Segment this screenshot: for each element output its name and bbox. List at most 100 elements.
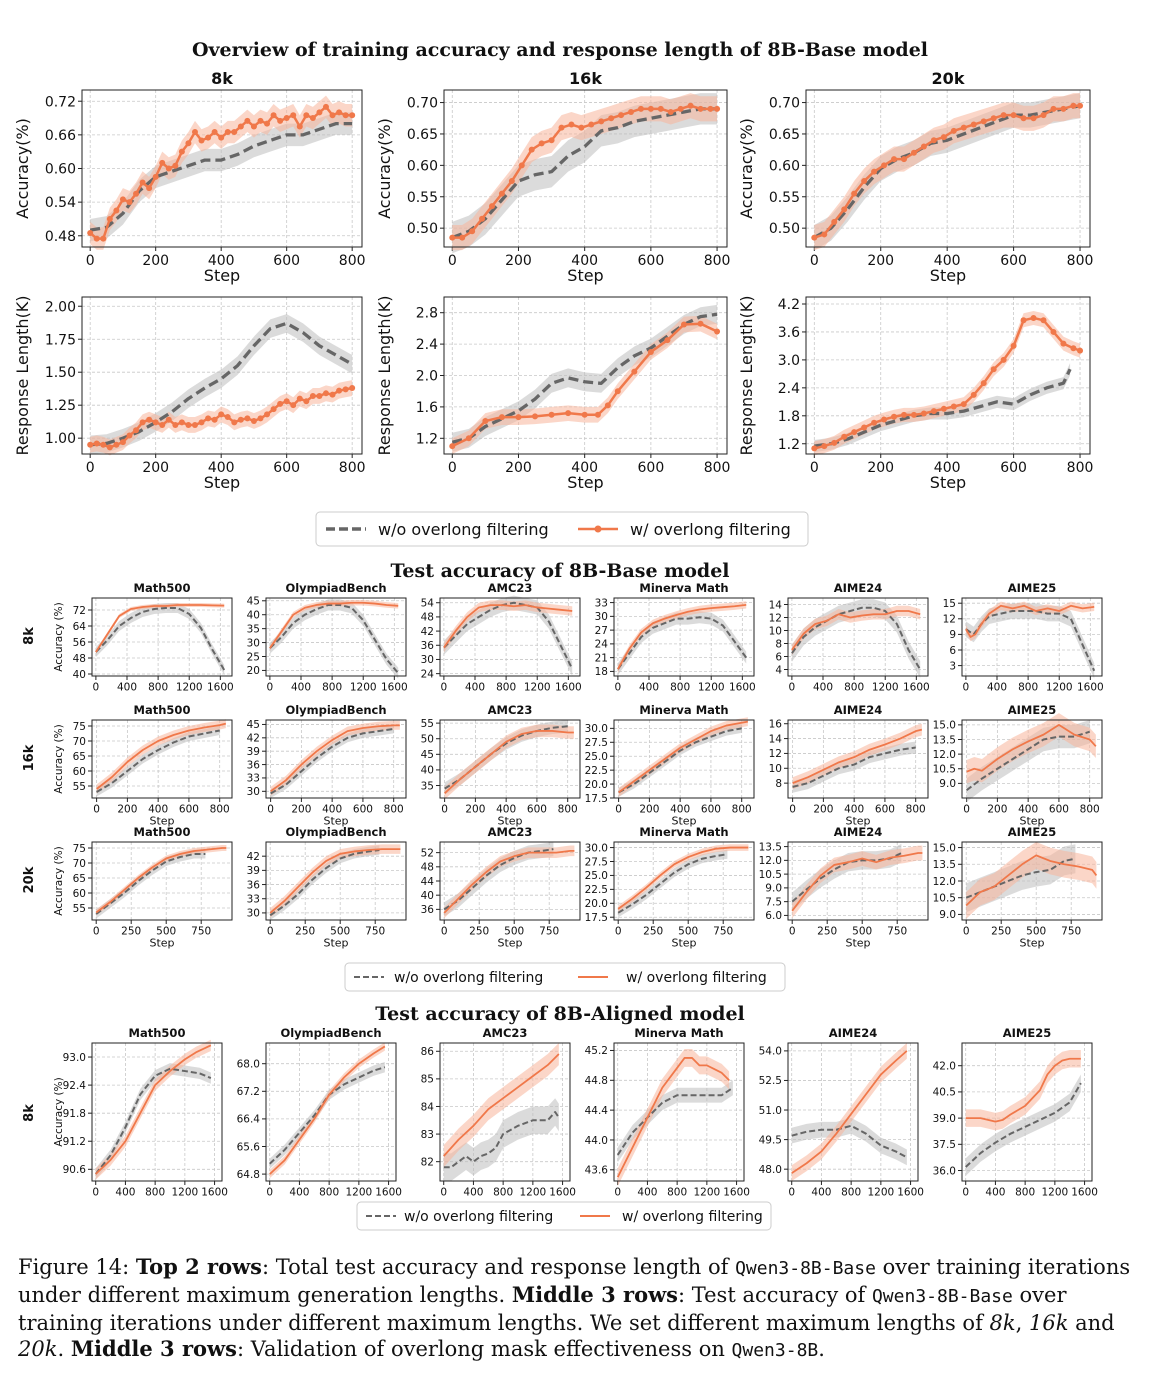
- data-point: [851, 429, 858, 436]
- y-tick-label: 33: [247, 773, 260, 785]
- y-tick-label: 9: [949, 629, 956, 641]
- data-point: [667, 108, 674, 115]
- chart-title: Math500: [129, 1026, 186, 1040]
- y-tick-label: 42.0: [933, 1060, 956, 1072]
- x-tick-label: 0: [615, 804, 622, 816]
- data-point: [198, 419, 205, 426]
- data-point: [900, 411, 907, 418]
- data-point: [588, 121, 595, 128]
- data-point: [697, 105, 704, 112]
- x-tick-label: 1200: [1046, 682, 1073, 694]
- y-tick-label: 2.4: [416, 337, 438, 353]
- data-point: [1050, 328, 1057, 335]
- y-tick-label: 33: [595, 597, 608, 609]
- y-tick-label: 0.55: [769, 190, 800, 206]
- data-point: [349, 385, 356, 392]
- y-tick-label: 90.6: [63, 1164, 87, 1176]
- y-tick-label: 1.6: [416, 400, 438, 416]
- y-tick-label: 44.8: [585, 1075, 608, 1087]
- chart-tr_acc_16k: 0 200 400 600 800 0.50 0.55 0.60 0.65 0.70 16k Step…: [375, 69, 730, 285]
- series-band-1: [792, 845, 923, 919]
- y-tick-label: 91.8: [63, 1108, 86, 1120]
- x-tick-label: 800: [841, 1187, 861, 1199]
- x-tick-label: 750: [713, 926, 733, 938]
- data-point: [970, 391, 977, 398]
- data-point: [664, 337, 671, 344]
- x-tick-label: 1600: [897, 1187, 924, 1199]
- x-tick-label: 800: [384, 804, 404, 816]
- y-axis-label: Accuracy(%): [375, 118, 394, 219]
- y-tick-label: 30.0: [585, 723, 608, 735]
- y-tick-label: 75: [73, 721, 86, 733]
- series-band-0: [270, 724, 394, 798]
- y-tick-label: 16: [769, 718, 783, 730]
- x-axis-label: Step: [149, 815, 174, 828]
- chart-b8_math500: 0 400 800 1200 1600 40 48 56 64 72 Math500 Accuracy…: [53, 581, 234, 694]
- chart-title: AMC23: [483, 1026, 528, 1040]
- x-tick-label: 400: [463, 1187, 483, 1199]
- series-line-with: [618, 720, 749, 794]
- row-label-text: 16k: [22, 744, 37, 771]
- data-point: [469, 228, 476, 235]
- data-point: [205, 415, 212, 422]
- y-tick-label: 3.0: [778, 353, 800, 369]
- y-tick-label: 25.0: [585, 751, 608, 763]
- series-line-without: [444, 725, 568, 790]
- x-tick-label: 800: [844, 682, 864, 694]
- series-line-with: [791, 610, 921, 651]
- data-point: [237, 123, 244, 130]
- x-tick-label: 200: [639, 804, 659, 816]
- plot-area: [614, 842, 754, 920]
- data-point: [1000, 112, 1007, 119]
- x-tick-label: 1600: [1071, 1187, 1098, 1199]
- data-point: [257, 117, 264, 124]
- x-tick-label: 0: [267, 682, 274, 694]
- series-line-without: [791, 1124, 908, 1159]
- caption-model-1: Qwen3-8B-Base: [735, 1258, 876, 1279]
- data-point: [309, 392, 316, 399]
- series-line-with: [965, 604, 1095, 638]
- data-point: [1010, 342, 1017, 349]
- y-tick-label: 52.5: [759, 1075, 782, 1087]
- x-axis-label: Step: [845, 815, 870, 828]
- series-band-0: [269, 1061, 385, 1169]
- series-line-with: [965, 1057, 1081, 1123]
- chart-b16_math500: 0 200 400 600 800 55 60 65 70 75 Math500 Step Accura…: [53, 703, 233, 828]
- y-tick-label: 0.72: [45, 94, 76, 110]
- x-tick-label: 0: [789, 926, 796, 938]
- x-tick-label: 750: [1061, 926, 1081, 938]
- y-tick-label: 22.5: [585, 884, 608, 896]
- x-tick-label: 500: [504, 926, 524, 938]
- data-point: [565, 410, 572, 417]
- x-tick-label: 1600: [555, 682, 582, 694]
- y-tick-label: 48.0: [759, 1164, 782, 1176]
- y-axis-label: Response Length(K): [13, 295, 32, 455]
- data-point: [970, 121, 977, 128]
- y-tick-label: 82: [421, 1156, 434, 1168]
- series-band-0: [792, 741, 916, 793]
- y-tick-label: 48: [73, 653, 86, 665]
- data-point: [231, 419, 238, 426]
- data-point: [479, 215, 486, 222]
- chart-tr_len_20k: 0 200 400 600 800 1.2 1.8 2.4 3.0 3.6 4.2 Step Respo…: [737, 295, 1093, 492]
- data-point: [1050, 105, 1057, 112]
- y-tick-label: 84: [421, 1101, 435, 1113]
- series-band-1: [443, 1043, 559, 1168]
- x-tick-label: 1200: [345, 1187, 372, 1199]
- data-point: [714, 105, 721, 112]
- series-line-without: [443, 601, 574, 670]
- data-point: [342, 112, 349, 119]
- data-point: [316, 392, 323, 399]
- series-line-without: [96, 729, 220, 793]
- y-tick-label: 12: [943, 614, 956, 626]
- series-line-with: [965, 854, 1098, 907]
- data-point: [126, 432, 133, 439]
- data-point: [126, 199, 133, 206]
- data-point: [594, 411, 601, 418]
- data-point: [178, 419, 185, 426]
- data-point: [191, 421, 198, 428]
- series-band-1: [443, 600, 573, 653]
- data-point: [277, 400, 284, 407]
- data-point: [250, 418, 257, 425]
